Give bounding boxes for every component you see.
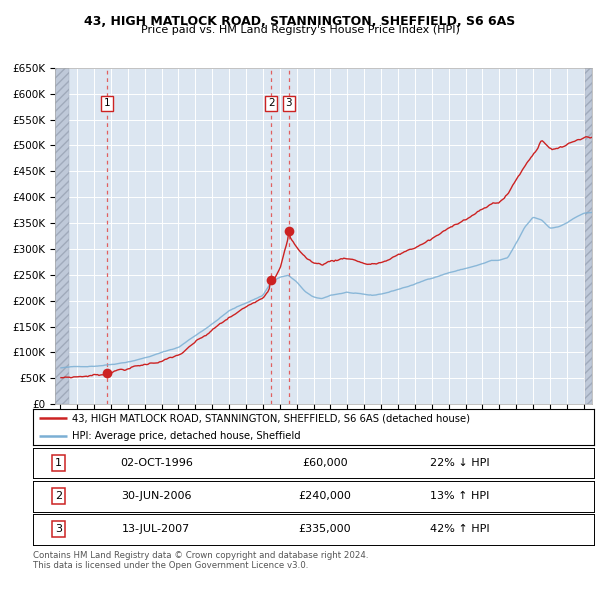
Text: 13% ↑ HPI: 13% ↑ HPI <box>430 491 489 501</box>
Text: HPI: Average price, detached house, Sheffield: HPI: Average price, detached house, Shef… <box>72 431 301 441</box>
Text: 3: 3 <box>55 525 62 534</box>
Text: This data is licensed under the Open Government Licence v3.0.: This data is licensed under the Open Gov… <box>33 561 308 570</box>
Bar <box>585 68 592 404</box>
Text: £335,000: £335,000 <box>298 525 351 534</box>
Text: 2: 2 <box>55 491 62 501</box>
Text: 30-JUN-2006: 30-JUN-2006 <box>121 491 191 501</box>
Text: 2: 2 <box>268 98 275 108</box>
Text: Price paid vs. HM Land Registry's House Price Index (HPI): Price paid vs. HM Land Registry's House … <box>140 25 460 35</box>
Text: £240,000: £240,000 <box>298 491 351 501</box>
Text: £60,000: £60,000 <box>302 458 347 468</box>
Text: Contains HM Land Registry data © Crown copyright and database right 2024.: Contains HM Land Registry data © Crown c… <box>33 551 368 560</box>
Text: 22% ↓ HPI: 22% ↓ HPI <box>430 458 489 468</box>
Bar <box>55 68 69 404</box>
Text: 43, HIGH MATLOCK ROAD, STANNINGTON, SHEFFIELD, S6 6AS: 43, HIGH MATLOCK ROAD, STANNINGTON, SHEF… <box>85 15 515 28</box>
Text: 43, HIGH MATLOCK ROAD, STANNINGTON, SHEFFIELD, S6 6AS (detached house): 43, HIGH MATLOCK ROAD, STANNINGTON, SHEF… <box>72 413 470 423</box>
Text: 1: 1 <box>55 458 62 468</box>
Text: 3: 3 <box>286 98 292 108</box>
Text: 02-OCT-1996: 02-OCT-1996 <box>120 458 193 468</box>
Text: 42% ↑ HPI: 42% ↑ HPI <box>430 525 489 534</box>
Text: 1: 1 <box>103 98 110 108</box>
Text: 13-JUL-2007: 13-JUL-2007 <box>122 525 191 534</box>
